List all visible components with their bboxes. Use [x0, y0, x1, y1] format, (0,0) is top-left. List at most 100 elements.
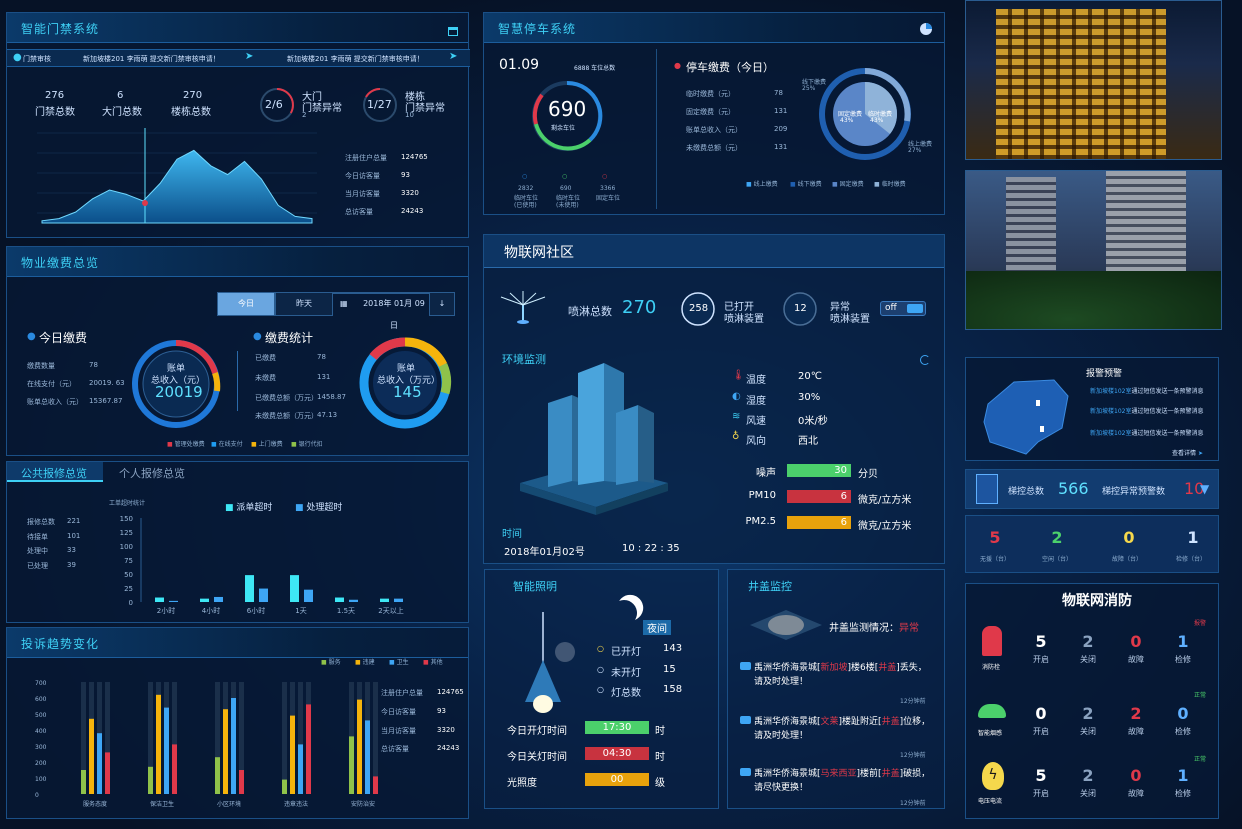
- kv-key: 总访客量: [345, 208, 373, 216]
- alarm-more-link[interactable]: 查看详情 ➤: [1172, 450, 1203, 457]
- tab-personal-repair[interactable]: 个人报修总览: [119, 467, 185, 480]
- manhole-status-value: 异常: [899, 623, 919, 634]
- env-key: 温度: [746, 375, 766, 386]
- income-ring: [132, 340, 221, 428]
- payment-panel: 物业缴费总览 今日 昨天 ▦ 2018年 01月 09日 ↓ ● 今日缴费 缴费…: [6, 246, 469, 456]
- y-tick-label: 700: [35, 680, 47, 687]
- legend-item: ■ 银行代扣: [291, 441, 323, 448]
- access-panel: 智能门禁系统 ● 门禁审核 新加坡楼201 李雨萌 提交新门禁审核申请！ ➤ 新…: [6, 12, 470, 238]
- x-tick-label: 安防治安: [351, 800, 375, 808]
- kv-val: 93: [401, 171, 410, 179]
- pie-chart-icon[interactable]: [920, 23, 932, 35]
- y-tick-label: 100: [120, 543, 133, 551]
- payment-title: 物业缴费总览: [21, 256, 100, 270]
- fire-label: 关闭: [1080, 789, 1096, 798]
- pay-row-key: 账单总收入（元）: [27, 398, 83, 406]
- stat-row-key: 已缴费总额（万元）: [255, 394, 318, 402]
- tab-public-repair[interactable]: 公共报修总览: [7, 462, 103, 482]
- y-tick-label: 0: [129, 599, 133, 607]
- building-photo-night: [965, 0, 1222, 160]
- complaint-bar: [282, 779, 287, 794]
- alarm-item[interactable]: 新加坡楼102室通过短信发送一条预警消息: [1090, 388, 1204, 395]
- complaint-legend-item: ■ 其他: [423, 659, 443, 666]
- today-title: 今日缴费: [39, 331, 88, 345]
- bar-track: [298, 682, 303, 794]
- fire-badge: 正常: [1194, 756, 1207, 763]
- lighting-title: 智能照明: [513, 580, 557, 593]
- abnormal-l2: 喷淋装置: [830, 314, 870, 325]
- access-menu-icon[interactable]: [448, 27, 458, 36]
- iot-title: 物联网社区: [504, 245, 574, 261]
- free-space-label: 剩余车位: [551, 125, 576, 132]
- stat-value: 276: [45, 90, 65, 101]
- manhole-panel: 井盖监控 井盖监测情况：异常 禹洲华侨海景城[新加坡]楼6楼[井盖]丢失， 请及…: [727, 569, 945, 809]
- complaint-header: 投诉趋势变化: [7, 628, 468, 658]
- complaint-bar: [215, 757, 220, 794]
- metric-key: 噪声: [756, 468, 776, 479]
- sub-dot-icon: ○: [562, 173, 568, 180]
- bar-dispatch-timeout: [335, 597, 344, 602]
- bar-dispatch-timeout: [155, 597, 164, 602]
- stat-row-val: 1458.87: [317, 393, 346, 401]
- fire-value: 2: [1082, 632, 1094, 651]
- ring1-l2: 总收入（元）: [151, 376, 206, 386]
- chevron-down-icon: ↓: [438, 299, 446, 308]
- triangle-down-icon[interactable]: ▼: [1200, 482, 1210, 496]
- ticker-message[interactable]: 新加坡楼201 李雨萌 提交新门禁审核申请！: [287, 55, 424, 63]
- bldg-ring: [363, 87, 397, 122]
- parking-title: 智慧停车系统: [498, 22, 577, 36]
- ticker-arrow-icon[interactable]: ➤: [449, 51, 458, 62]
- refresh-icon[interactable]: [920, 355, 930, 365]
- message-icon: [740, 716, 751, 724]
- alert-item[interactable]: 禹洲华侨海景城[新加坡]楼6楼[井盖]丢失， 请及时处理！ 12分钟前: [740, 660, 940, 708]
- light-val: 15: [663, 664, 676, 675]
- alert-item[interactable]: 禹洲华侨海景城[文莱]楼趾附近[井盖]位移， 请及时处理！ 12分钟前: [740, 714, 940, 762]
- hydrant-icon: [982, 626, 1002, 656]
- complaint-bar: [306, 704, 311, 794]
- fire-value: 5: [1035, 632, 1047, 651]
- y-tick-label: 300: [35, 744, 47, 751]
- today-button[interactable]: 今日: [217, 292, 275, 316]
- pie-label: 27%: [908, 147, 922, 154]
- date-dropdown-button[interactable]: ↓: [429, 292, 455, 316]
- fee-legend-item: ■ 线下缴费: [790, 181, 822, 188]
- alarm-item[interactable]: 新加坡楼102室通过短信发送一条预警消息: [1090, 430, 1204, 437]
- bar-process-timeout: [214, 596, 223, 602]
- parking-panel: 智慧停车系统 01.09 6888 车位总数 690 剩余车位 ○ 2832 临…: [483, 12, 945, 215]
- sprinkler-toggle[interactable]: off: [880, 301, 926, 316]
- fee-key: 未缴费总额（元）: [686, 144, 742, 152]
- y-tick-label: 150: [120, 515, 133, 523]
- divider: [237, 351, 238, 411]
- on-time-value: 17:30: [585, 721, 649, 734]
- pie-label: 线上缴费: [908, 141, 933, 148]
- ticker-message[interactable]: 新加坡楼201 李雨萌 提交新门禁审核申请！: [83, 55, 220, 63]
- bar-dispatch-timeout: [245, 575, 254, 602]
- alert-item[interactable]: 禹洲华侨海景城[马来西亚]楼前[井盖]破损， 请尽快更换！ 12分钟前: [740, 766, 940, 808]
- gate-ring: [260, 88, 294, 122]
- date-value: 2018年 01月 09日: [363, 299, 425, 330]
- fee-key: 固定缴费（元）: [686, 108, 735, 116]
- complaint-legend-item: ■ 违建: [355, 659, 375, 666]
- ticker-tab[interactable]: 门禁审核: [23, 55, 51, 63]
- fire-label: 关闭: [1080, 727, 1096, 736]
- bar-track: [148, 682, 153, 794]
- y-tick-label: 125: [120, 529, 133, 537]
- lamp-on-dot-icon: ○: [597, 644, 604, 653]
- complaint-bar: [81, 770, 86, 794]
- building-illustration: [520, 363, 668, 515]
- elevator-warn: 10: [1184, 479, 1205, 498]
- date-picker[interactable]: ▦ 2018年 01月 09日: [333, 292, 429, 330]
- x-tick-label: 保洁卫生: [150, 800, 174, 808]
- ticker-arrow-icon[interactable]: ➤: [245, 51, 254, 62]
- complaint-bar: [357, 699, 362, 794]
- pay-row-key: 缴费数量: [27, 362, 55, 370]
- alarm-item[interactable]: 新加坡楼102室通过短信发送一条预警消息: [1090, 408, 1204, 415]
- x-tick-label: 1.5天: [337, 607, 355, 615]
- spray-label: 喷淋总数: [568, 305, 612, 318]
- y-tick-label: 600: [35, 696, 47, 703]
- yesterday-button[interactable]: 昨天: [275, 292, 333, 316]
- bldg-label2: 门禁异常: [405, 103, 445, 114]
- alarm-panel: 报警预警 新加坡楼102室通过短信发送一条预警消息 新加坡楼102室通过短信发送…: [965, 357, 1219, 461]
- fire-panel: 物联网消防 消防栓 报警 5 2 0 1 开启 关闭 故障 检修 智能烟感 正常…: [965, 583, 1219, 819]
- complaint-bar: [148, 766, 153, 794]
